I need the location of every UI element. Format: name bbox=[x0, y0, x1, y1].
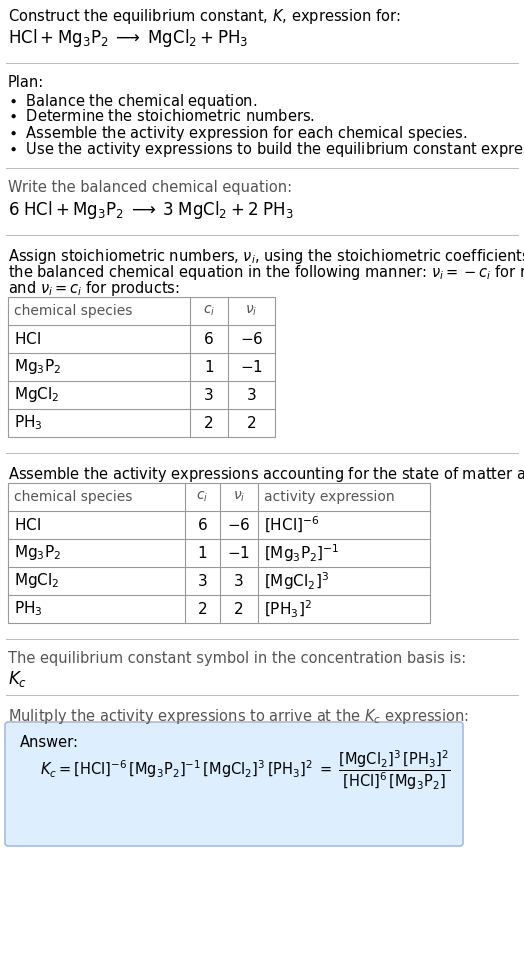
Text: Assemble the activity expressions accounting for the state of matter and $\nu_i$: Assemble the activity expressions accoun… bbox=[8, 465, 524, 484]
Text: 3: 3 bbox=[198, 574, 208, 588]
Bar bbox=[8, 483, 430, 623]
FancyBboxPatch shape bbox=[5, 722, 463, 846]
Text: chemical species: chemical species bbox=[14, 304, 133, 318]
Text: chemical species: chemical species bbox=[14, 490, 133, 504]
Text: $\mathrm{MgCl_2}$: $\mathrm{MgCl_2}$ bbox=[14, 571, 60, 590]
Text: 2: 2 bbox=[204, 415, 214, 430]
Text: $-6$: $-6$ bbox=[240, 331, 263, 347]
Text: $\mathrm{Mg_3P_2}$: $\mathrm{Mg_3P_2}$ bbox=[14, 543, 61, 562]
Text: $\mathrm{6\;HCl + Mg_3P_2 \;\longrightarrow\; 3\;MgCl_2 + 2\;PH_3}$: $\mathrm{6\;HCl + Mg_3P_2 \;\longrightar… bbox=[8, 199, 293, 221]
Text: $\nu_i$: $\nu_i$ bbox=[245, 303, 258, 318]
Text: $[\mathrm{PH_3}]^2$: $[\mathrm{PH_3}]^2$ bbox=[264, 598, 312, 619]
Text: $\mathrm{HCl}$: $\mathrm{HCl}$ bbox=[14, 331, 41, 347]
Text: 1: 1 bbox=[198, 545, 208, 560]
Text: 2: 2 bbox=[234, 602, 244, 616]
Text: 6: 6 bbox=[198, 517, 208, 533]
Text: The equilibrium constant symbol in the concentration basis is:: The equilibrium constant symbol in the c… bbox=[8, 651, 466, 666]
Text: $\bullet\;$ Assemble the activity expression for each chemical species.: $\bullet\;$ Assemble the activity expres… bbox=[8, 124, 467, 143]
Text: 3: 3 bbox=[247, 387, 256, 403]
Text: 2: 2 bbox=[198, 602, 208, 616]
Text: $\mathrm{PH_3}$: $\mathrm{PH_3}$ bbox=[14, 600, 42, 618]
Text: $c_i$: $c_i$ bbox=[196, 490, 209, 505]
Text: Plan:: Plan: bbox=[8, 75, 44, 90]
Text: 6: 6 bbox=[204, 331, 214, 347]
Text: Write the balanced chemical equation:: Write the balanced chemical equation: bbox=[8, 180, 292, 195]
Text: 3: 3 bbox=[234, 574, 244, 588]
Text: $-6$: $-6$ bbox=[227, 517, 251, 533]
Text: $K_c$: $K_c$ bbox=[8, 669, 27, 689]
Text: $[\mathrm{MgCl_2}]^3$: $[\mathrm{MgCl_2}]^3$ bbox=[264, 570, 329, 592]
Text: $-1$: $-1$ bbox=[227, 545, 250, 561]
Text: $\bullet\;$ Use the activity expressions to build the equilibrium constant expre: $\bullet\;$ Use the activity expressions… bbox=[8, 140, 524, 159]
Text: 2: 2 bbox=[247, 415, 256, 430]
Text: $\mathrm{HCl}$: $\mathrm{HCl}$ bbox=[14, 517, 41, 533]
Text: $[\mathrm{HCl}]^{-6}$: $[\mathrm{HCl}]^{-6}$ bbox=[264, 515, 320, 535]
Text: the balanced chemical equation in the following manner: $\nu_i = -c_i$ for react: the balanced chemical equation in the fo… bbox=[8, 263, 524, 282]
Bar bbox=[8, 297, 275, 437]
Text: $\bullet\;$ Balance the chemical equation.: $\bullet\;$ Balance the chemical equatio… bbox=[8, 92, 257, 111]
Text: Answer:: Answer: bbox=[20, 735, 79, 750]
Text: $\nu_i$: $\nu_i$ bbox=[233, 490, 245, 505]
Text: 1: 1 bbox=[204, 359, 214, 375]
Text: $\mathrm{Mg_3P_2}$: $\mathrm{Mg_3P_2}$ bbox=[14, 357, 61, 377]
Text: $K_c = [\mathrm{HCl}]^{-6}\,[\mathrm{Mg_3P_2}]^{-1}\,[\mathrm{MgCl_2}]^3\,[\math: $K_c = [\mathrm{HCl}]^{-6}\,[\mathrm{Mg_… bbox=[40, 748, 450, 792]
Text: Mulitply the activity expressions to arrive at the $K_c$ expression:: Mulitply the activity expressions to arr… bbox=[8, 707, 469, 726]
Text: $c_i$: $c_i$ bbox=[203, 303, 215, 318]
Text: $\mathrm{HCl + Mg_3P_2 \;\longrightarrow\; MgCl_2 + PH_3}$: $\mathrm{HCl + Mg_3P_2 \;\longrightarrow… bbox=[8, 27, 248, 49]
Text: $\bullet\;$ Determine the stoichiometric numbers.: $\bullet\;$ Determine the stoichiometric… bbox=[8, 108, 315, 124]
Text: $\mathrm{MgCl_2}$: $\mathrm{MgCl_2}$ bbox=[14, 385, 60, 404]
Text: $\mathrm{PH_3}$: $\mathrm{PH_3}$ bbox=[14, 414, 42, 432]
Text: $[\mathrm{Mg_3P_2}]^{-1}$: $[\mathrm{Mg_3P_2}]^{-1}$ bbox=[264, 542, 340, 564]
Text: activity expression: activity expression bbox=[264, 490, 395, 504]
Text: and $\nu_i = c_i$ for products:: and $\nu_i = c_i$ for products: bbox=[8, 279, 180, 298]
Text: Construct the equilibrium constant, $K$, expression for:: Construct the equilibrium constant, $K$,… bbox=[8, 7, 401, 26]
Text: Assign stoichiometric numbers, $\nu_i$, using the stoichiometric coefficients, $: Assign stoichiometric numbers, $\nu_i$, … bbox=[8, 247, 524, 266]
Text: 3: 3 bbox=[204, 387, 214, 403]
Text: $-1$: $-1$ bbox=[240, 359, 263, 375]
